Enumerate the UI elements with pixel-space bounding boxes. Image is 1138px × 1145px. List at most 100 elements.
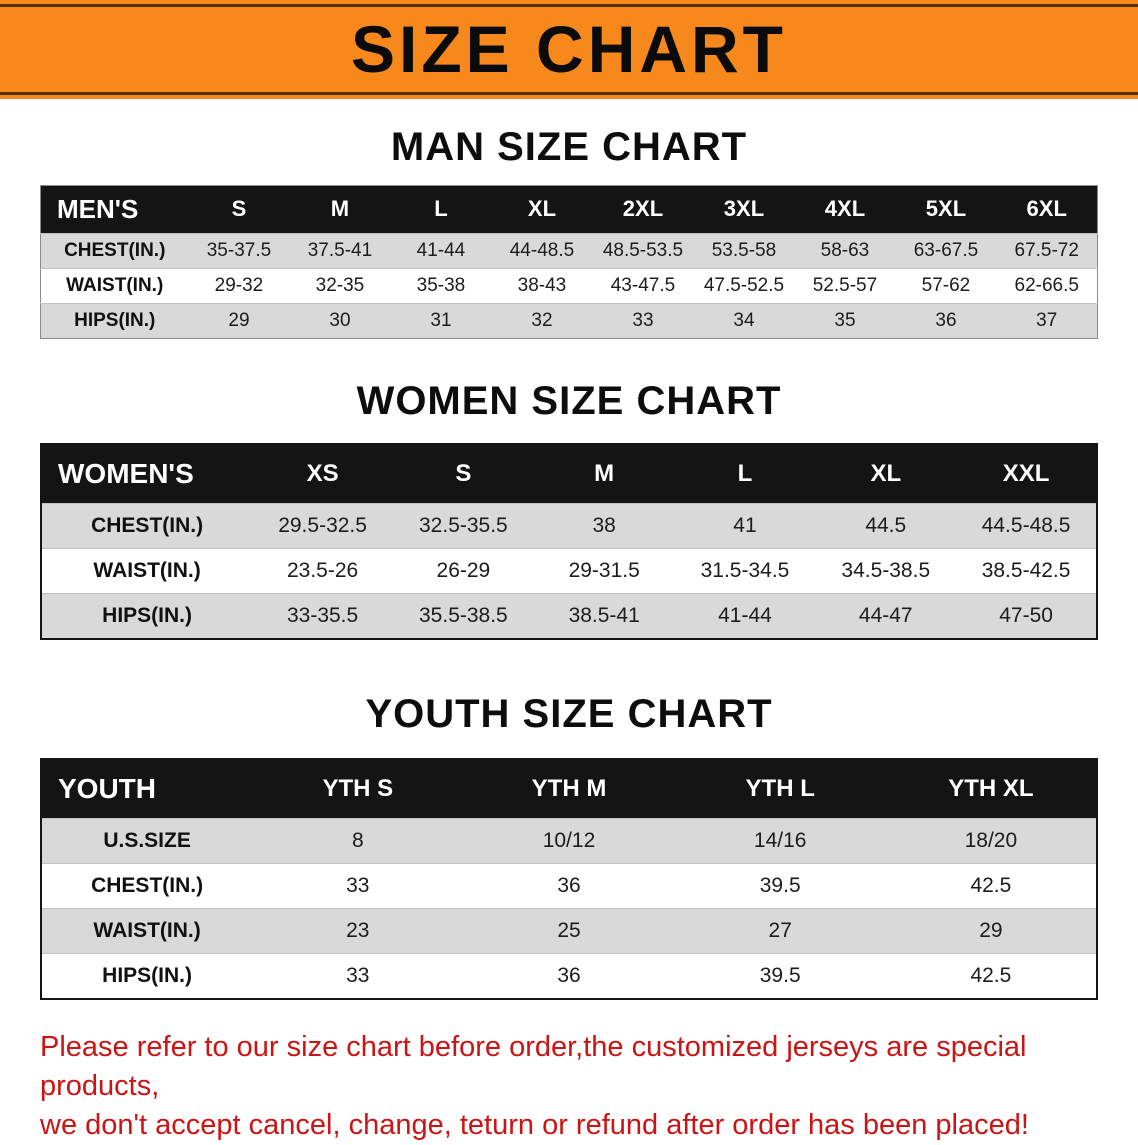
size-cell: 23.5-26 xyxy=(286,558,359,582)
size-cell: 14/16 xyxy=(753,828,807,852)
size-cell: 63-67.5 xyxy=(913,239,979,261)
size-cell: 36 xyxy=(557,873,581,897)
size-cell: 32 xyxy=(531,309,553,331)
row-label: U.S.SIZE xyxy=(103,828,191,852)
size-cell: 29-32 xyxy=(214,274,264,296)
row-label: WAIST(IN.) xyxy=(93,918,201,942)
row-label: WAIST(IN.) xyxy=(66,274,164,296)
size-cell: 23 xyxy=(346,918,370,942)
size-cell: 29 xyxy=(228,309,250,331)
banner-inner: SIZE CHART xyxy=(0,4,1138,95)
size-cell: 33 xyxy=(346,873,370,897)
size-cell: 58-63 xyxy=(820,239,870,261)
size-cell: 41-44 xyxy=(416,239,466,261)
size-cell: 30 xyxy=(329,309,351,331)
size-cell: 29.5-32.5 xyxy=(278,513,367,537)
size-cell: 10/12 xyxy=(542,828,596,852)
men-chest-row: CHEST(IN.) 35-37.5 37.5-41 41-44 44-48.5… xyxy=(40,233,1098,269)
size-cell: 41-44 xyxy=(718,603,772,627)
disclaimer: Please refer to our size chart before or… xyxy=(40,1028,1126,1145)
men-table-title: MEN'S xyxy=(40,185,189,234)
men-header-row: MEN'S S M L XL 2XL 3XL 4XL 5XL 6XL xyxy=(40,185,1098,234)
men-size-header: 6XL xyxy=(996,185,1098,234)
youth-size-header: YTH S xyxy=(252,758,464,819)
men-size-header: 4XL xyxy=(794,185,896,234)
men-hips-row: HIPS(IN.) 29 30 31 32 33 34 35 36 37 xyxy=(40,303,1098,339)
women-header-row: WOMEN'S XS S M L XL XXL xyxy=(41,443,1097,504)
size-cell: 42.5 xyxy=(970,963,1012,987)
women-size-table: WOMEN'S XS S M L XL XXL CHEST(IN.) 29.5-… xyxy=(40,442,1098,640)
men-size-header: 2XL xyxy=(592,185,694,234)
size-cell: 39.5 xyxy=(759,873,801,897)
youth-size-chart-heading: YOUTH SIZE CHART xyxy=(365,691,773,736)
men-size-header: M xyxy=(289,185,391,234)
size-cell: 27 xyxy=(768,918,792,942)
size-cell: 67.5-72 xyxy=(1014,239,1079,261)
row-label: HIPS(IN.) xyxy=(102,963,193,987)
men-size-header: XL xyxy=(491,185,593,234)
size-cell: 36 xyxy=(557,963,581,987)
women-size-header: XXL xyxy=(956,443,1097,504)
size-cell: 34.5-38.5 xyxy=(841,558,931,582)
size-cell: 26-29 xyxy=(436,558,491,582)
youth-size-header: YTH L xyxy=(674,758,886,819)
row-label: CHEST(IN.) xyxy=(64,239,166,261)
row-label: CHEST(IN.) xyxy=(91,513,204,537)
men-waist-row: WAIST(IN.) 29-32 32-35 35-38 38-43 43-47… xyxy=(40,268,1098,304)
row-label: CHEST(IN.) xyxy=(91,873,204,897)
size-cell: 42.5 xyxy=(970,873,1012,897)
women-size-header: S xyxy=(392,443,534,504)
size-cell: 29 xyxy=(979,918,1003,942)
youth-ussize-row: U.S.SIZE 8 10/12 14/16 18/20 xyxy=(41,818,1097,864)
size-cell: 32-35 xyxy=(315,274,365,296)
size-cell: 41 xyxy=(733,513,757,537)
size-cell: 37 xyxy=(1036,309,1058,331)
size-cell: 29-31.5 xyxy=(568,558,640,582)
disclaimer-line-1: Please refer to our size chart before or… xyxy=(40,1030,1027,1102)
youth-hips-row: HIPS(IN.) 33 36 39.5 42.5 xyxy=(41,953,1097,999)
size-cell: 44.5 xyxy=(865,513,907,537)
size-cell: 57-62 xyxy=(921,274,971,296)
youth-table-title: YOUTH xyxy=(41,758,253,819)
size-cell: 35.5-38.5 xyxy=(419,603,508,627)
banner: SIZE CHART xyxy=(0,0,1138,99)
size-cell: 44-48.5 xyxy=(509,239,575,261)
size-cell: 33 xyxy=(346,963,370,987)
men-size-header: L xyxy=(390,185,492,234)
size-cell: 43-47.5 xyxy=(610,274,676,296)
size-cell: 62-66.5 xyxy=(1014,274,1079,296)
women-table-title: WOMEN'S xyxy=(41,443,253,504)
youth-waist-row: WAIST(IN.) 23 25 27 29 xyxy=(41,908,1097,954)
size-cell: 38 xyxy=(592,513,616,537)
women-size-header: XL xyxy=(815,443,957,504)
size-cell: 35 xyxy=(834,309,856,331)
disclaimer-line-2: we don't accept cancel, change, teturn o… xyxy=(40,1108,1029,1141)
women-size-header: M xyxy=(533,443,675,504)
size-cell: 44-47 xyxy=(858,603,913,627)
size-cell: 18/20 xyxy=(964,828,1018,852)
size-cell: 48.5-53.5 xyxy=(602,239,684,261)
women-waist-row: WAIST(IN.) 23.5-26 26-29 29-31.5 31.5-34… xyxy=(41,548,1097,594)
size-cell: 32.5-35.5 xyxy=(419,513,508,537)
size-cell: 35-37.5 xyxy=(206,239,272,261)
youth-size-table: YOUTH YTH S YTH M YTH L YTH XL U.S.SIZE … xyxy=(40,757,1098,1000)
women-size-chart-heading: WOMEN SIZE CHART xyxy=(356,378,782,423)
size-cell: 38.5-41 xyxy=(568,603,640,627)
size-cell: 47.5-52.5 xyxy=(703,274,785,296)
youth-size-header: YTH XL xyxy=(885,758,1097,819)
man-size-chart-heading: MAN SIZE CHART xyxy=(390,124,748,169)
size-cell: 35-38 xyxy=(416,274,466,296)
size-cell: 44.5-48.5 xyxy=(981,513,1071,537)
men-size-header: 3XL xyxy=(693,185,795,234)
women-size-header: L xyxy=(674,443,816,504)
size-cell: 38-43 xyxy=(517,274,567,296)
size-cell: 31 xyxy=(430,309,452,331)
men-size-header: S xyxy=(188,185,290,234)
size-cell: 39.5 xyxy=(759,963,801,987)
women-size-header: XS xyxy=(252,443,393,504)
youth-header-row: YOUTH YTH S YTH M YTH L YTH XL xyxy=(41,758,1097,819)
women-chest-row: CHEST(IN.) 29.5-32.5 32.5-35.5 38 41 44.… xyxy=(41,503,1097,549)
size-cell: 52.5-57 xyxy=(812,274,878,296)
women-hips-row: HIPS(IN.) 33-35.5 35.5-38.5 38.5-41 41-4… xyxy=(41,593,1097,639)
youth-chest-row: CHEST(IN.) 33 36 39.5 42.5 xyxy=(41,863,1097,909)
